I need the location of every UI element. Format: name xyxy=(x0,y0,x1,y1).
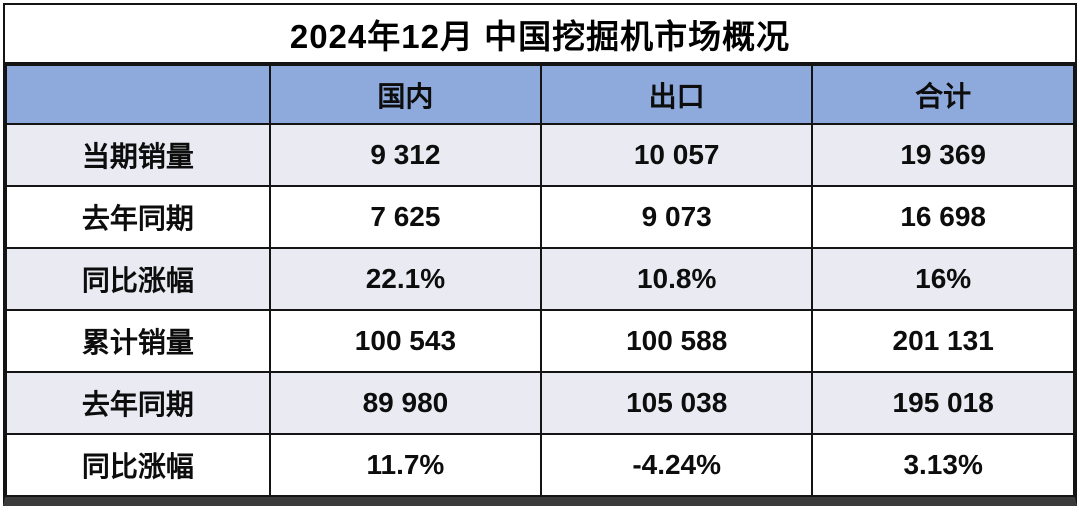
cell-domestic: 11.7% xyxy=(268,433,543,497)
cell-total: 19 369 xyxy=(811,123,1075,187)
market-overview-panel: 2024年12月 中国挖掘机市场概况 国内 出口 合计 当期销量 9 312 1… xyxy=(3,3,1077,506)
cell-total: 16 698 xyxy=(811,185,1075,249)
table-row-current-sales: 当期销量 9 312 10 057 19 369 xyxy=(5,123,1075,187)
row-label: 去年同期 xyxy=(5,371,271,435)
header-row: 国内 出口 合计 xyxy=(5,64,1075,125)
table-row-cumulative-sales: 累计销量 100 543 100 588 201 131 xyxy=(5,309,1075,373)
row-label: 去年同期 xyxy=(5,185,271,249)
page-title: 2024年12月 中国挖掘机市场概况 xyxy=(5,5,1075,64)
table-row-cumulative-yoy-change: 同比涨幅 11.7% -4.24% 3.13% xyxy=(5,433,1075,497)
header-cell-domestic: 国内 xyxy=(268,64,543,125)
header-cell-empty xyxy=(5,64,271,125)
table-row-last-year-cumulative: 去年同期 89 980 105 038 195 018 xyxy=(5,371,1075,435)
row-label: 当期销量 xyxy=(5,123,271,187)
cell-domestic: 7 625 xyxy=(268,185,543,249)
data-table: 国内 出口 合计 当期销量 9 312 10 057 19 369 去年同期 7… xyxy=(5,64,1075,497)
cell-total: 16% xyxy=(811,247,1075,311)
cell-total: 201 131 xyxy=(811,309,1075,373)
header-cell-export: 出口 xyxy=(540,64,814,125)
cell-domestic: 22.1% xyxy=(268,247,543,311)
cell-export: 10 057 xyxy=(540,123,814,187)
table-row-yoy-change: 同比涨幅 22.1% 10.8% 16% xyxy=(5,247,1075,311)
cell-total: 195 018 xyxy=(811,371,1075,435)
header-cell-total: 合计 xyxy=(811,64,1075,125)
cell-domestic: 89 980 xyxy=(268,371,543,435)
row-label: 同比涨幅 xyxy=(5,247,271,311)
row-label: 累计销量 xyxy=(5,309,271,373)
cell-export: 9 073 xyxy=(540,185,814,249)
cell-domestic: 100 543 xyxy=(268,309,543,373)
cell-export: 10.8% xyxy=(540,247,814,311)
cell-export: -4.24% xyxy=(540,433,814,497)
cell-domestic: 9 312 xyxy=(268,123,543,187)
row-label: 同比涨幅 xyxy=(5,433,271,497)
table-row-last-year-period: 去年同期 7 625 9 073 16 698 xyxy=(5,185,1075,249)
cell-total: 3.13% xyxy=(811,433,1075,497)
cell-export: 105 038 xyxy=(540,371,814,435)
cell-export: 100 588 xyxy=(540,309,814,373)
